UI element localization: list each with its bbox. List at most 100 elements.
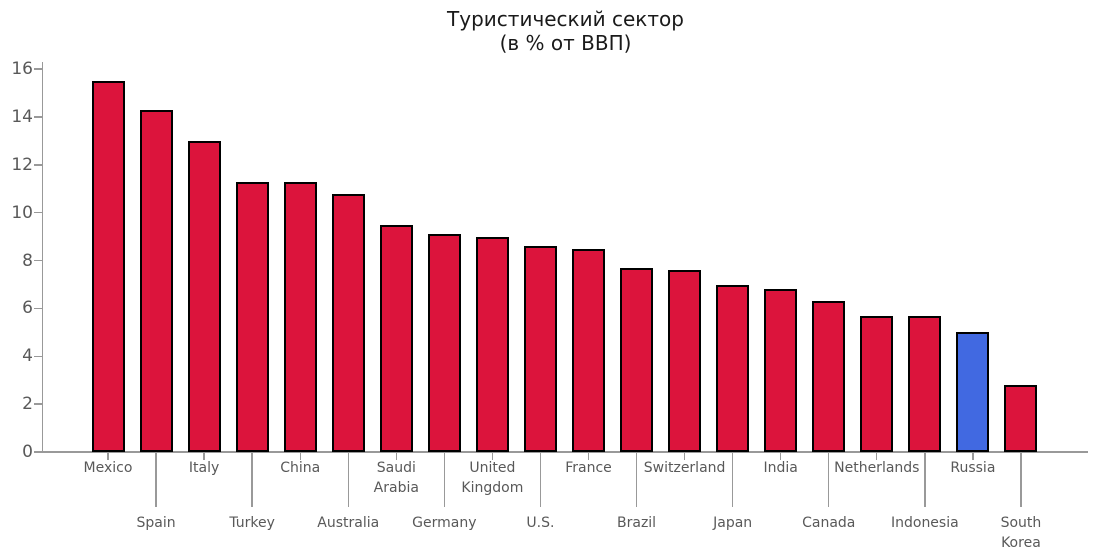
x-label-line: South bbox=[1000, 515, 1042, 531]
x-tick-united-kingdom bbox=[491, 452, 494, 460]
bar-france bbox=[572, 248, 605, 452]
bar-south-korea bbox=[1004, 385, 1038, 452]
x-label-line: Mexico bbox=[83, 460, 133, 476]
x-label-line: Saudi bbox=[376, 460, 416, 476]
x-label-line: Italy bbox=[188, 460, 220, 476]
x-tick-australia bbox=[347, 452, 349, 507]
y-tick-16 bbox=[34, 68, 42, 70]
bar-japan bbox=[716, 284, 750, 452]
x-label-germany: Germany bbox=[378, 514, 510, 534]
x-axis-spine bbox=[41, 450, 1088, 453]
bar-china bbox=[283, 181, 317, 452]
x-label-switzerland: Switzerland bbox=[619, 459, 751, 479]
x-label-italy: Italy bbox=[138, 459, 270, 479]
x-label-line: United bbox=[469, 460, 516, 476]
bar-turkey bbox=[235, 181, 269, 452]
x-tick-germany bbox=[443, 452, 446, 507]
x-tick-italy bbox=[203, 452, 205, 460]
x-label-turkey: Turkey bbox=[186, 514, 318, 534]
y-tick-label-14: 14 bbox=[11, 107, 33, 128]
x-label-line: Canada bbox=[802, 515, 856, 531]
y-tick-8 bbox=[34, 259, 42, 262]
chart-subtitle: (в % от ВВП) bbox=[499, 31, 632, 55]
x-tick-spain bbox=[155, 452, 157, 507]
x-label-u-s-: U.S. bbox=[474, 514, 606, 534]
x-tick-canada bbox=[828, 452, 830, 507]
bar-canada bbox=[812, 301, 846, 452]
y-tick-4 bbox=[34, 355, 42, 357]
x-label-canada: Canada bbox=[763, 514, 895, 534]
y-tick-14 bbox=[34, 116, 42, 118]
y-tick-label-8: 8 bbox=[22, 250, 33, 271]
x-label-line: Russia bbox=[950, 460, 996, 476]
y-tick-label-6: 6 bbox=[22, 298, 33, 319]
y-tick-12 bbox=[34, 164, 42, 166]
y-tick-label-10: 10 bbox=[11, 202, 33, 223]
x-tick-france bbox=[587, 452, 590, 460]
y-axis-spine bbox=[41, 62, 44, 453]
x-label-united-kingdom: United Kingdom bbox=[426, 459, 558, 498]
x-tick-saudi-arabia bbox=[395, 452, 397, 460]
bar-mexico bbox=[91, 81, 125, 452]
x-tick-switzerland bbox=[683, 452, 686, 460]
bar-indonesia bbox=[908, 315, 942, 452]
x-label-line: Turkey bbox=[229, 515, 275, 531]
x-tick-u-s- bbox=[539, 452, 542, 507]
bar-germany bbox=[427, 234, 461, 452]
x-label-france: France bbox=[523, 459, 655, 479]
x-label-line: Indonesia bbox=[890, 515, 959, 531]
x-label-line: Kingdom bbox=[461, 479, 524, 496]
bar-saudi-arabia bbox=[379, 224, 413, 452]
x-tick-india bbox=[780, 452, 782, 460]
x-label-line: Brazil bbox=[617, 515, 657, 531]
x-label-line: Spain bbox=[136, 515, 176, 531]
x-label-india: India bbox=[715, 459, 847, 479]
bar-united-kingdom bbox=[475, 236, 509, 452]
y-tick-label-0: 0 bbox=[22, 442, 33, 462]
x-tick-indonesia bbox=[924, 452, 926, 507]
x-label-brazil: Brazil bbox=[571, 514, 703, 534]
x-label-line: India bbox=[763, 460, 798, 476]
bar-u-s- bbox=[523, 246, 557, 452]
bar-italy bbox=[187, 140, 221, 452]
x-label-line: Germany bbox=[412, 515, 477, 531]
x-tick-netherlands bbox=[876, 452, 878, 460]
x-label-line: France bbox=[565, 460, 612, 476]
x-tick-china bbox=[299, 452, 301, 460]
x-label-line: China bbox=[280, 460, 321, 476]
x-label-line: Australia bbox=[317, 515, 380, 531]
bar-brazil bbox=[620, 267, 654, 452]
x-label-line: U.S. bbox=[526, 515, 555, 531]
x-label-spain: Spain bbox=[90, 514, 222, 534]
x-label-south-korea: South Korea bbox=[955, 514, 1087, 553]
x-label-china: China bbox=[234, 459, 366, 479]
bar-russia bbox=[956, 332, 990, 452]
bar-netherlands bbox=[860, 315, 894, 452]
y-tick-10 bbox=[34, 212, 42, 214]
x-label-netherlands: Netherlands bbox=[811, 459, 943, 479]
y-tick-label-12: 12 bbox=[11, 154, 33, 175]
y-tick-label-16: 16 bbox=[11, 59, 33, 80]
bar-spain bbox=[139, 109, 173, 452]
x-label-indonesia: Indonesia bbox=[859, 514, 991, 534]
chart-title: Туристический сектор bbox=[447, 7, 684, 31]
bar-india bbox=[764, 289, 798, 452]
y-tick-label-2: 2 bbox=[22, 394, 33, 415]
x-tick-turkey bbox=[251, 452, 253, 507]
bar-australia bbox=[331, 193, 365, 452]
x-label-line: Japan bbox=[713, 515, 753, 531]
x-label-line: Korea bbox=[1001, 534, 1041, 551]
x-label-line: Switzerland bbox=[643, 460, 726, 476]
x-tick-south-korea bbox=[1020, 452, 1022, 507]
y-tick-0 bbox=[34, 451, 42, 453]
x-tick-japan bbox=[731, 452, 734, 507]
y-tick-label-4: 4 bbox=[22, 346, 33, 367]
x-tick-russia bbox=[972, 452, 974, 460]
x-label-line: Netherlands bbox=[834, 460, 920, 476]
y-tick-2 bbox=[34, 403, 42, 405]
x-label-mexico: Mexico bbox=[42, 459, 174, 479]
x-label-australia: Australia bbox=[282, 514, 414, 534]
y-tick-6 bbox=[34, 307, 42, 310]
bar-switzerland bbox=[668, 270, 702, 452]
